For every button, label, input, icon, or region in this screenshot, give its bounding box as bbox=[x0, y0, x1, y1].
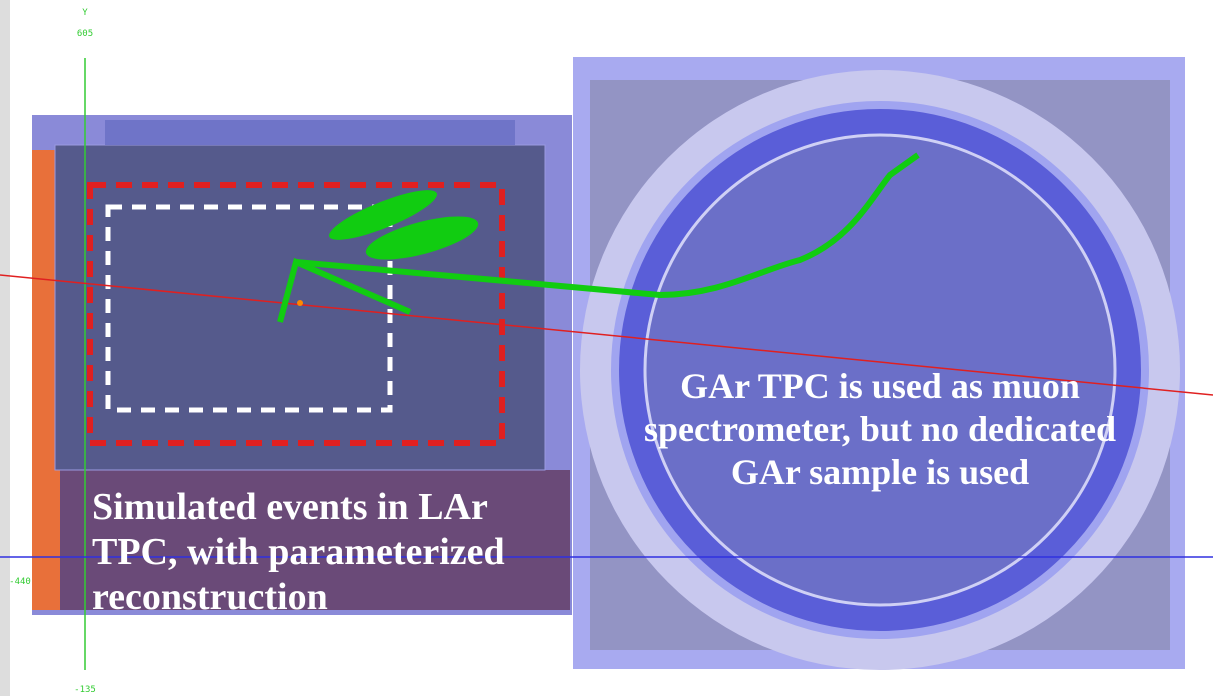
page: Y 605 -135 -440 Simulated events in LAr … bbox=[0, 0, 1213, 696]
left-note: Simulated events in LAr TPC, with parame… bbox=[92, 485, 552, 615]
edge bbox=[0, 0, 10, 696]
right-note: GAr TPC is used as muon spectrometer, bu… bbox=[640, 365, 1120, 494]
left-note-box: Simulated events in LAr TPC, with parame… bbox=[92, 485, 552, 615]
axis-label: 605 bbox=[77, 29, 93, 39]
axis-label: Y bbox=[82, 8, 88, 18]
lar-tpc bbox=[55, 145, 545, 470]
lar-top bbox=[105, 120, 515, 145]
scene: Y 605 -135 -440 Simulated events in LAr … bbox=[0, 0, 1213, 696]
axis-label: -440 bbox=[9, 577, 31, 587]
right-note-box: GAr TPC is used as muon spectrometer, bu… bbox=[640, 365, 1120, 545]
axis-label: -135 bbox=[74, 685, 96, 695]
vertex bbox=[297, 300, 303, 306]
